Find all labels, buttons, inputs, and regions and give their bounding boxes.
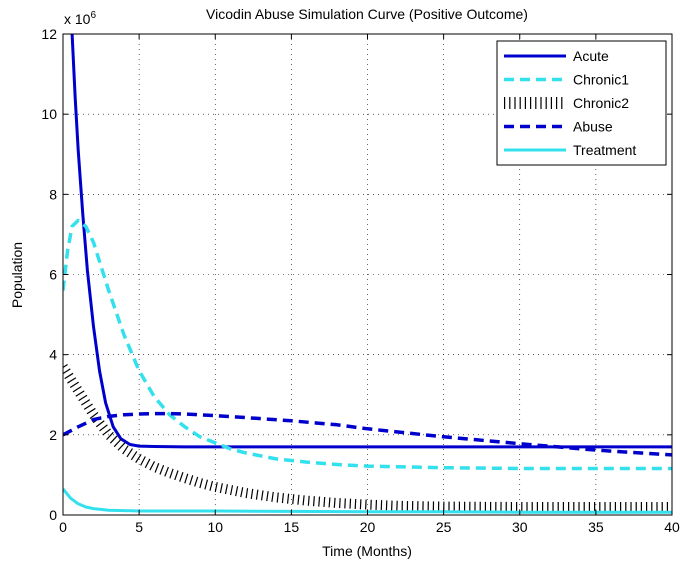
- ticks: 0 5 10 15 20 25 30 35 40 0 2 4 6 8 10 12: [41, 26, 680, 535]
- series-line-acute: [70, 34, 672, 449]
- x-tick-label: 20: [360, 519, 376, 535]
- x-tick-label: 40: [664, 519, 680, 535]
- x-axis-label: Time (Months): [322, 543, 412, 559]
- x-tick-label: 25: [436, 519, 452, 535]
- x-tick-label: 5: [135, 519, 143, 535]
- x-tick-label: 15: [284, 519, 300, 535]
- y-multiplier: x 106: [64, 10, 96, 27]
- y-tick-label: 2: [49, 427, 57, 443]
- y-tick-label: 4: [49, 347, 57, 363]
- legend-label: Chronic1: [573, 72, 629, 88]
- series-line-chronic2: [63, 364, 672, 512]
- legend-label: Chronic2: [573, 95, 629, 111]
- x-tick-label: 0: [59, 519, 67, 535]
- x-tick-label: 30: [512, 519, 528, 535]
- y-tick-label: 6: [49, 267, 57, 283]
- y-axis-label: Population: [9, 242, 25, 308]
- y-tick-label: 8: [49, 186, 57, 202]
- grid: [63, 34, 672, 515]
- x-tick-label: 35: [588, 519, 604, 535]
- y-multiplier-exponent: 6: [90, 10, 96, 21]
- x-tick-label: 10: [207, 519, 223, 535]
- y-multiplier-base: x 10: [64, 11, 91, 27]
- legend-label: Abuse: [573, 119, 613, 135]
- y-tick-label: 12: [41, 26, 57, 42]
- chart-title: Vicodin Abuse Simulation Curve (Positive…: [206, 6, 528, 22]
- legend-label: Treatment: [573, 142, 636, 158]
- y-tick-label: 0: [49, 507, 57, 523]
- legend-label: Acute: [573, 48, 609, 64]
- series-line-chronic1: [63, 218, 672, 471]
- y-tick-label: 10: [41, 106, 57, 122]
- legend: Acute Chronic1 Chronic2 Abuse Treatment: [496, 40, 667, 166]
